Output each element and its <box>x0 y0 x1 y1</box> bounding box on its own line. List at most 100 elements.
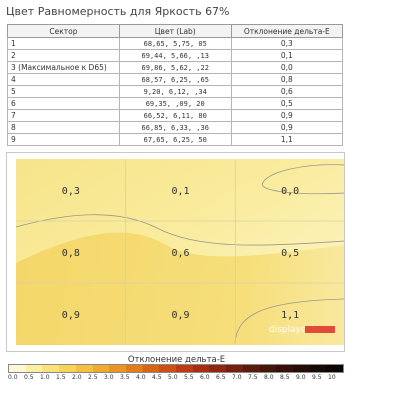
contour-line <box>15 214 346 246</box>
legend-title: Отклонение дельта-E <box>127 355 226 365</box>
delta-e-cell: 0,9 <box>230 109 344 122</box>
scale-tick-label: 5.5 <box>184 374 194 381</box>
sector-cell: 6 <box>7 97 120 110</box>
lab-value-cell: 68,65, 5,75, 05 <box>118 37 232 50</box>
sector-cell: 8 <box>7 121 120 134</box>
table-row: 3 (Максимальное к D65) 69,86, 5,62, ,22 0,… <box>7 61 344 74</box>
delta-e-cell: 0,9 <box>230 121 344 134</box>
scale-tick-label: 2.5 <box>88 374 98 381</box>
scale-tick-label: 3.5 <box>120 374 130 381</box>
sector-delta-e-label: 0,9 <box>62 310 80 321</box>
page-title: Цвет Равномерность для Яркость 67% <box>6 5 230 18</box>
color-scale-segment <box>276 365 293 372</box>
delta-e-cell: 0,8 <box>230 73 344 86</box>
sector-cell: 7 <box>7 109 120 122</box>
column-header-lab: Цвет (Lab) <box>118 24 232 38</box>
sector-delta-e-label: 0,9 <box>171 310 189 321</box>
lab-value-cell: 69,86, 5,62, ,22 <box>118 61 232 74</box>
scale-tick-label: 9.0 <box>296 374 306 381</box>
sector-cell: 9 <box>7 133 120 146</box>
heatmap-contour-fill <box>16 232 345 345</box>
sector-cell: 3 (Максимальное к D65) <box>7 61 120 74</box>
table-header-row: Сектор Цвет (Lab) Отклонение дельта-E <box>7 24 344 38</box>
delta-e-cell: 1,1 <box>230 133 344 146</box>
uniformity-heatmap: 0,3 0,1 0,0 0,8 0,6 0,5 0,9 0,9 1,1 displaycalr <box>6 152 346 352</box>
delta-e-cell: 0,5 <box>230 97 344 110</box>
scale-tick-label: 7.0 <box>232 374 242 381</box>
color-scale-ticks: 0.0 0.5 1.0 1.5 2.0 2.5 3.0 3.5 4.0 4.5 5.0 5.5 6.0 6… <box>8 374 344 381</box>
color-scale-segment <box>109 365 126 372</box>
color-scale-segment <box>125 365 143 372</box>
scale-tick-label: 8.0 <box>264 374 274 381</box>
column-header-delta-e: Отклонение дельта-E <box>230 24 344 38</box>
scale-tick-label: 4.0 <box>136 374 146 381</box>
lab-value-cell: 69,35, ,09, 20 <box>118 97 232 110</box>
sector-cell: 2 <box>7 49 120 62</box>
color-scale-segment <box>42 365 60 372</box>
scale-tick-label: 1.5 <box>56 374 66 381</box>
sector-delta-e-label: 0,5 <box>281 248 299 259</box>
watermark-logo <box>305 326 335 333</box>
table-row: 7 66,52, 6,11, 80 0,9 <box>7 109 344 122</box>
color-scale-segment <box>159 365 177 372</box>
sector-delta-e-label: 0,8 <box>62 248 80 259</box>
scale-tick-label: 9.5 <box>312 374 322 381</box>
color-scale-segment <box>142 365 160 372</box>
contour-line <box>261 184 346 195</box>
color-scale-segment <box>25 365 43 372</box>
sector-delta-e-label: 1,1 <box>281 310 299 321</box>
scale-tick-label: 1.0 <box>40 374 50 381</box>
scale-tick-label: 2.0 <box>72 374 82 381</box>
scale-tick-label: 7.5 <box>248 374 258 381</box>
color-scale-bar <box>8 364 344 373</box>
lab-value-cell: 69,44, 5,66, ,13 <box>118 49 232 62</box>
sector-cell: 1 <box>7 37 120 50</box>
scale-tick-label: 3.0 <box>104 374 114 381</box>
table-row: 6 69,35, ,09, 20 0,5 <box>7 97 344 110</box>
sector-cell: 4 <box>7 73 120 86</box>
scale-tick-label: 6.5 <box>216 374 226 381</box>
lab-value-cell: 9,20, 6,12, ,34 <box>118 85 232 98</box>
column-header-sector: Сектор <box>7 24 120 38</box>
table-row: 2 69,44, 5,66, ,13 0,1 <box>7 49 344 62</box>
color-scale-segment <box>242 365 260 372</box>
sector-delta-e-label: 0,0 <box>281 186 299 197</box>
lab-value-cell: 66,52, 6,11, 80 <box>118 109 232 122</box>
scale-tick-label: 4.5 <box>152 374 162 381</box>
table-row: 1 68,65, 5,75, 05 0,3 <box>7 37 344 50</box>
table-row: 4 68,57, 6,25, ,65 0,8 <box>7 73 344 86</box>
delta-e-cell: 0,1 <box>230 49 344 62</box>
color-scale-segment <box>92 365 110 372</box>
color-scale-segment <box>59 365 76 372</box>
scale-tick-label: 8.5 <box>280 374 290 381</box>
delta-e-cell: 0,3 <box>230 37 344 50</box>
sector-cell: 5 <box>7 85 120 98</box>
contour-line <box>261 164 346 186</box>
table-row: 8 66,85, 6,33, ,36 0,9 <box>7 121 344 134</box>
sector-delta-e-label: 0,3 <box>62 186 80 197</box>
color-scale-segment <box>192 365 210 372</box>
color-scale-segment <box>259 365 277 372</box>
scale-tick-label: 0.5 <box>24 374 34 381</box>
color-scale-segment <box>209 365 227 372</box>
delta-e-cell: 0,6 <box>230 85 344 98</box>
lab-value-cell: 66,85, 6,33, ,36 <box>118 121 232 134</box>
scale-tick-label: 6.0 <box>200 374 210 381</box>
lab-value-cell: 68,57, 6,25, ,65 <box>118 73 232 86</box>
sector-delta-e-label: 0,1 <box>171 186 189 197</box>
delta-e-cell: 0,0 <box>230 61 344 74</box>
color-scale-segment <box>226 365 243 372</box>
color-scale-segment <box>75 365 93 372</box>
color-scale-segment <box>292 365 310 372</box>
color-scale-segment <box>9 365 26 372</box>
scale-tick-label: 5.0 <box>168 374 178 381</box>
table-row: 9 67,65, 6,25, 50 1,1 <box>7 133 344 146</box>
color-scale-segment <box>176 365 193 372</box>
lab-value-cell: 67,65, 6,25, 50 <box>118 133 232 146</box>
scale-tick-label: 0.0 <box>8 374 18 381</box>
table-row: 5 9,20, 6,12, ,34 0,6 <box>7 85 344 98</box>
heatmap-svg: 0,3 0,1 0,0 0,8 0,6 0,5 0,9 0,9 1,1 displaycalr <box>15 159 346 345</box>
scale-tick-label: 10 <box>328 374 336 381</box>
contour-line <box>234 298 346 344</box>
